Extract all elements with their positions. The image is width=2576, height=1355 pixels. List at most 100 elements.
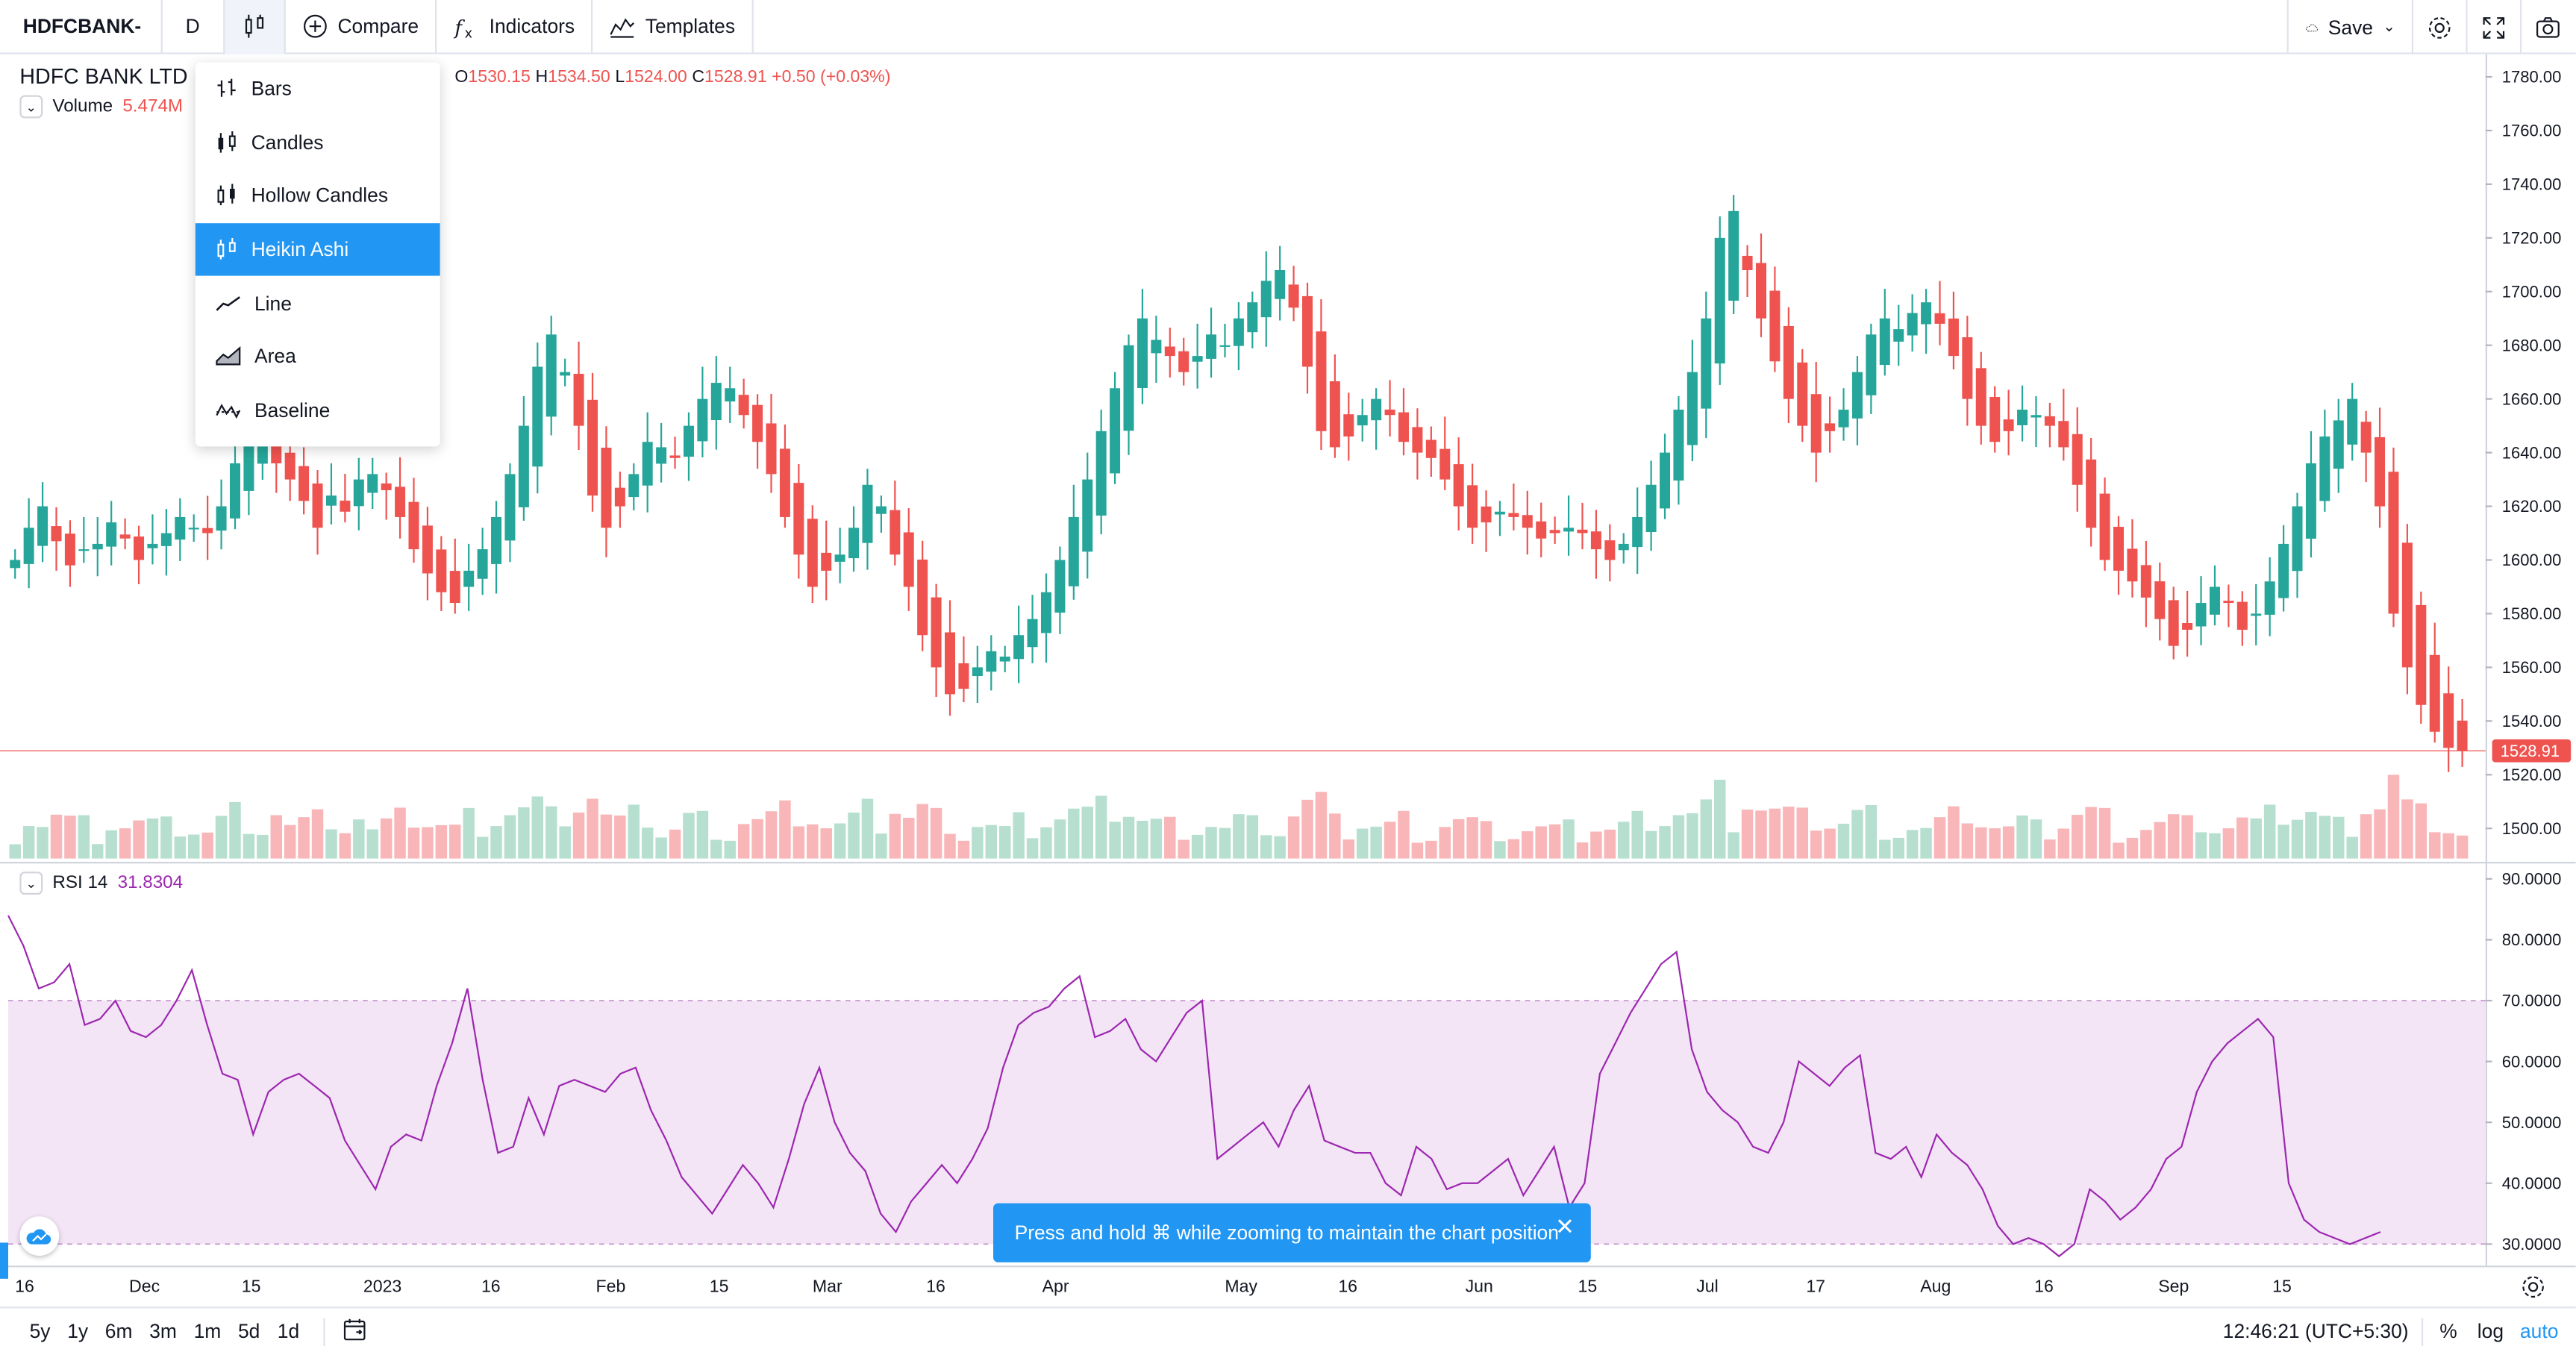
volume-bar: [2333, 816, 2345, 859]
volume-bar: [2222, 828, 2235, 859]
symbol-title: HDFC BANK LTD · 1: [19, 63, 219, 89]
percent-scale-button[interactable]: %: [2439, 1319, 2457, 1343]
volume-bar: [1370, 826, 1382, 859]
volume-bar: [1824, 828, 1836, 859]
chart-type-button[interactable]: [224, 0, 286, 54]
tradingview-logo[interactable]: [19, 1216, 60, 1256]
menu-item-heikin-ashi[interactable]: Heikin Ashi: [195, 222, 440, 277]
range-3m-button[interactable]: 3m: [149, 1319, 177, 1343]
settings-button[interactable]: [2411, 0, 2466, 54]
volume-bar: [1810, 830, 1822, 859]
range-1y-button[interactable]: 1y: [67, 1319, 89, 1343]
candle-body: [1275, 269, 1286, 299]
volume-bar: [2360, 814, 2372, 859]
interval-label: D: [185, 14, 200, 38]
time-tick-label: 15: [242, 1276, 261, 1295]
symbol-legend: HDFC BANK LTD · 1: [19, 64, 218, 89]
menu-item-line[interactable]: Line: [196, 276, 440, 330]
baseline-icon: [216, 403, 241, 419]
candle-body: [1851, 372, 1863, 419]
templates-button[interactable]: Templates: [593, 0, 754, 54]
chart-type-menu: Bars Candles Hollow Candles Heikin Ashi …: [195, 62, 440, 447]
volume-bar: [861, 798, 874, 859]
zoom-hint-toast: Press and hold ⌘ while zooming to mainta…: [993, 1203, 1591, 1262]
volume-bar: [2167, 814, 2180, 859]
candle-body: [2292, 506, 2303, 572]
candle-body: [573, 374, 584, 426]
auto-scale-button[interactable]: auto: [2520, 1319, 2559, 1343]
timezone-button[interactable]: 12:46:21 (UTC+5:30): [2222, 1319, 2409, 1343]
candle-body: [1769, 290, 1781, 362]
range-1d-button[interactable]: 1d: [277, 1319, 300, 1343]
candle-body: [325, 495, 337, 506]
candle-body: [2429, 654, 2440, 732]
symbol-search-button[interactable]: HDFCBANK-: [0, 0, 163, 54]
volume-bar: [1026, 838, 1039, 859]
candle-body: [642, 442, 653, 486]
range-5d-button[interactable]: 5d: [238, 1319, 260, 1343]
collapse-legend-button[interactable]: ⌄: [19, 95, 43, 119]
compare-button[interactable]: Compare: [285, 0, 437, 54]
ohlc-key: L: [615, 67, 625, 87]
volume-bar: [1425, 840, 1437, 859]
divider: [2422, 1318, 2424, 1346]
volume-bar: [1342, 839, 1355, 859]
time-tick-label: Jul: [1696, 1276, 1719, 1295]
fullscreen-button[interactable]: [2466, 0, 2520, 54]
volume-bar: [848, 813, 860, 859]
candle-body: [1357, 415, 1368, 426]
candle-body: [175, 516, 186, 540]
volume-bar: [1548, 824, 1561, 859]
menu-item-area[interactable]: Area: [196, 330, 440, 384]
menu-item-candles[interactable]: Candles: [196, 116, 440, 169]
volume-bar: [1081, 807, 1093, 859]
menu-item-baseline[interactable]: Baseline: [196, 384, 440, 437]
candle-body: [1686, 372, 1698, 445]
price-tick-label: 1760.00: [2502, 122, 2562, 140]
menu-item-label: Hollow Candles: [251, 184, 389, 208]
volume-bar: [807, 824, 819, 859]
candle-body: [890, 510, 901, 555]
candle-body: [2223, 601, 2234, 604]
volume-bar: [2442, 833, 2454, 859]
candle-body: [1755, 263, 1766, 319]
volume-bar: [1590, 831, 1602, 859]
candle-body: [1288, 284, 1299, 308]
candle-body: [449, 571, 460, 604]
rsi-tick-label: 30.0000: [2502, 1235, 2562, 1254]
close-icon[interactable]: ✕: [1554, 1212, 1575, 1239]
range-5y-button[interactable]: 5y: [29, 1319, 51, 1343]
candle-body: [560, 372, 571, 376]
candle-body: [1151, 339, 1162, 354]
log-scale-button[interactable]: log: [2477, 1319, 2504, 1343]
candle-body: [1192, 356, 1203, 362]
candle-body: [1343, 414, 1354, 437]
volume-bar: [2319, 816, 2331, 859]
candle-body: [92, 543, 103, 550]
volume-bar: [930, 807, 942, 859]
candle-body: [1673, 410, 1684, 481]
range-1m-button[interactable]: 1m: [193, 1319, 222, 1343]
menu-item-bars[interactable]: Bars: [196, 63, 440, 116]
candle-body: [2168, 600, 2179, 646]
volume-bar: [1865, 804, 1878, 859]
calendar-icon[interactable]: [342, 1316, 368, 1342]
range-6m-button[interactable]: 6m: [104, 1319, 133, 1343]
left-drawing-toolbar-handle[interactable]: [0, 1242, 8, 1279]
snapshot-button[interactable]: [2520, 0, 2576, 54]
menu-item-hollow-candles[interactable]: Hollow Candles: [196, 169, 440, 223]
candles-icon: [245, 14, 263, 38]
candle-body: [656, 447, 667, 464]
volume-bar: [380, 818, 393, 859]
volume-bar: [1150, 819, 1163, 859]
save-button[interactable]: Save ⌄: [2286, 0, 2412, 54]
volume-bar: [2429, 832, 2441, 859]
candle-body: [697, 398, 708, 442]
interval-button[interactable]: D: [163, 0, 225, 54]
volume-bar: [9, 844, 21, 859]
candle-body: [1316, 331, 1327, 431]
candle-body: [51, 526, 62, 542]
collapse-rsi-button[interactable]: ⌄: [19, 871, 43, 895]
